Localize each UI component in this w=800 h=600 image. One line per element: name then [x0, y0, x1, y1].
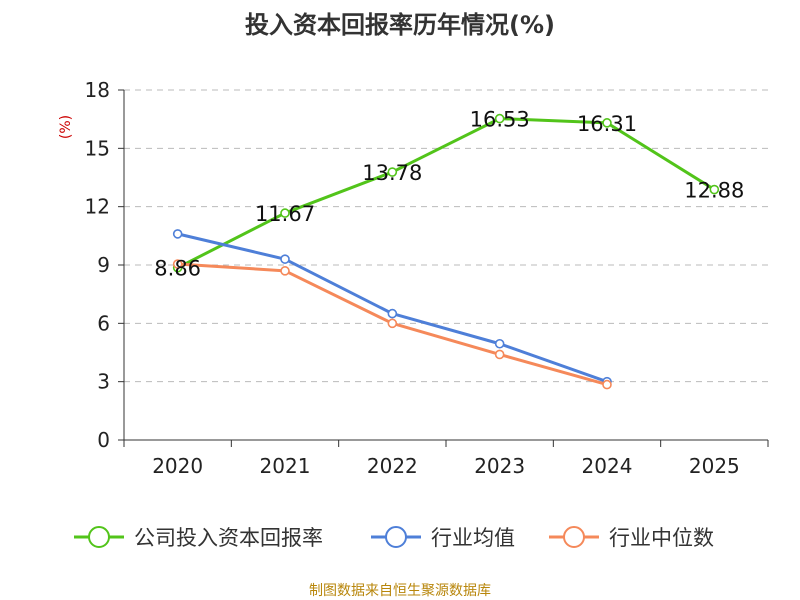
- x-tick-label: 2025: [689, 454, 740, 478]
- x-tick-label: 2022: [367, 454, 418, 478]
- data-point: [387, 167, 398, 177]
- axes: 0 3 6 9 12 15 18 2020 2021 2022 2023 2024 2025: [85, 78, 769, 478]
- legend-marker: [563, 526, 585, 548]
- data-point: [387, 318, 398, 329]
- data-point: [172, 229, 183, 239]
- gridlines: [124, 89, 768, 383]
- series-layer: [172, 113, 720, 390]
- data-point: [387, 308, 398, 319]
- data-labels: 8.86 11.67 13.78 16.53 16.31 12.88: [154, 108, 744, 281]
- data-point: [280, 208, 290, 218]
- x-tick-label: 2023: [474, 454, 525, 478]
- legend-label: 公司投入资本回报率: [134, 526, 323, 550]
- y-tick-label: 3: [97, 370, 110, 394]
- data-label: 16.53: [470, 108, 530, 132]
- chart-title: 投入资本回报率历年情况(%): [245, 11, 555, 39]
- y-tick-label: 6: [97, 311, 110, 335]
- y-tick-label: 9: [97, 253, 110, 277]
- data-point: [494, 349, 505, 360]
- legend-label: 行业中位数: [609, 526, 714, 550]
- data-point: [280, 254, 290, 264]
- y-axis-label: (%): [58, 115, 74, 139]
- data-point: [494, 338, 505, 349]
- legend-marker: [88, 526, 110, 548]
- data-label: 11.67: [255, 202, 315, 226]
- data-point: [709, 184, 720, 195]
- y-tick-label: 0: [97, 428, 110, 452]
- legend-label: 行业均值: [431, 526, 515, 550]
- source-note: 制图数据来自恒生聚源数据库: [309, 583, 491, 599]
- data-point: [280, 266, 290, 276]
- legend-marker: [385, 526, 407, 548]
- series-line: [176, 117, 716, 270]
- x-tick-label: 2020: [152, 454, 203, 478]
- y-tick-label: 15: [85, 136, 110, 160]
- data-point: [172, 259, 183, 269]
- legend: 公司投入资本回报率 行业均值 行业中位数: [74, 526, 714, 550]
- data-point: [494, 113, 505, 124]
- x-tick-label: 2024: [582, 454, 633, 478]
- data-point: [602, 118, 612, 128]
- y-tick-label: 12: [85, 195, 110, 219]
- data-label: 12.88: [684, 179, 744, 203]
- data-label: 16.31: [577, 112, 637, 136]
- series-line: [177, 232, 608, 384]
- data-label: 8.86: [154, 257, 201, 281]
- data-label: 13.78: [362, 161, 422, 185]
- data-point: [602, 379, 612, 390]
- y-tick-label: 18: [85, 78, 110, 102]
- x-tick-label: 2021: [260, 454, 311, 478]
